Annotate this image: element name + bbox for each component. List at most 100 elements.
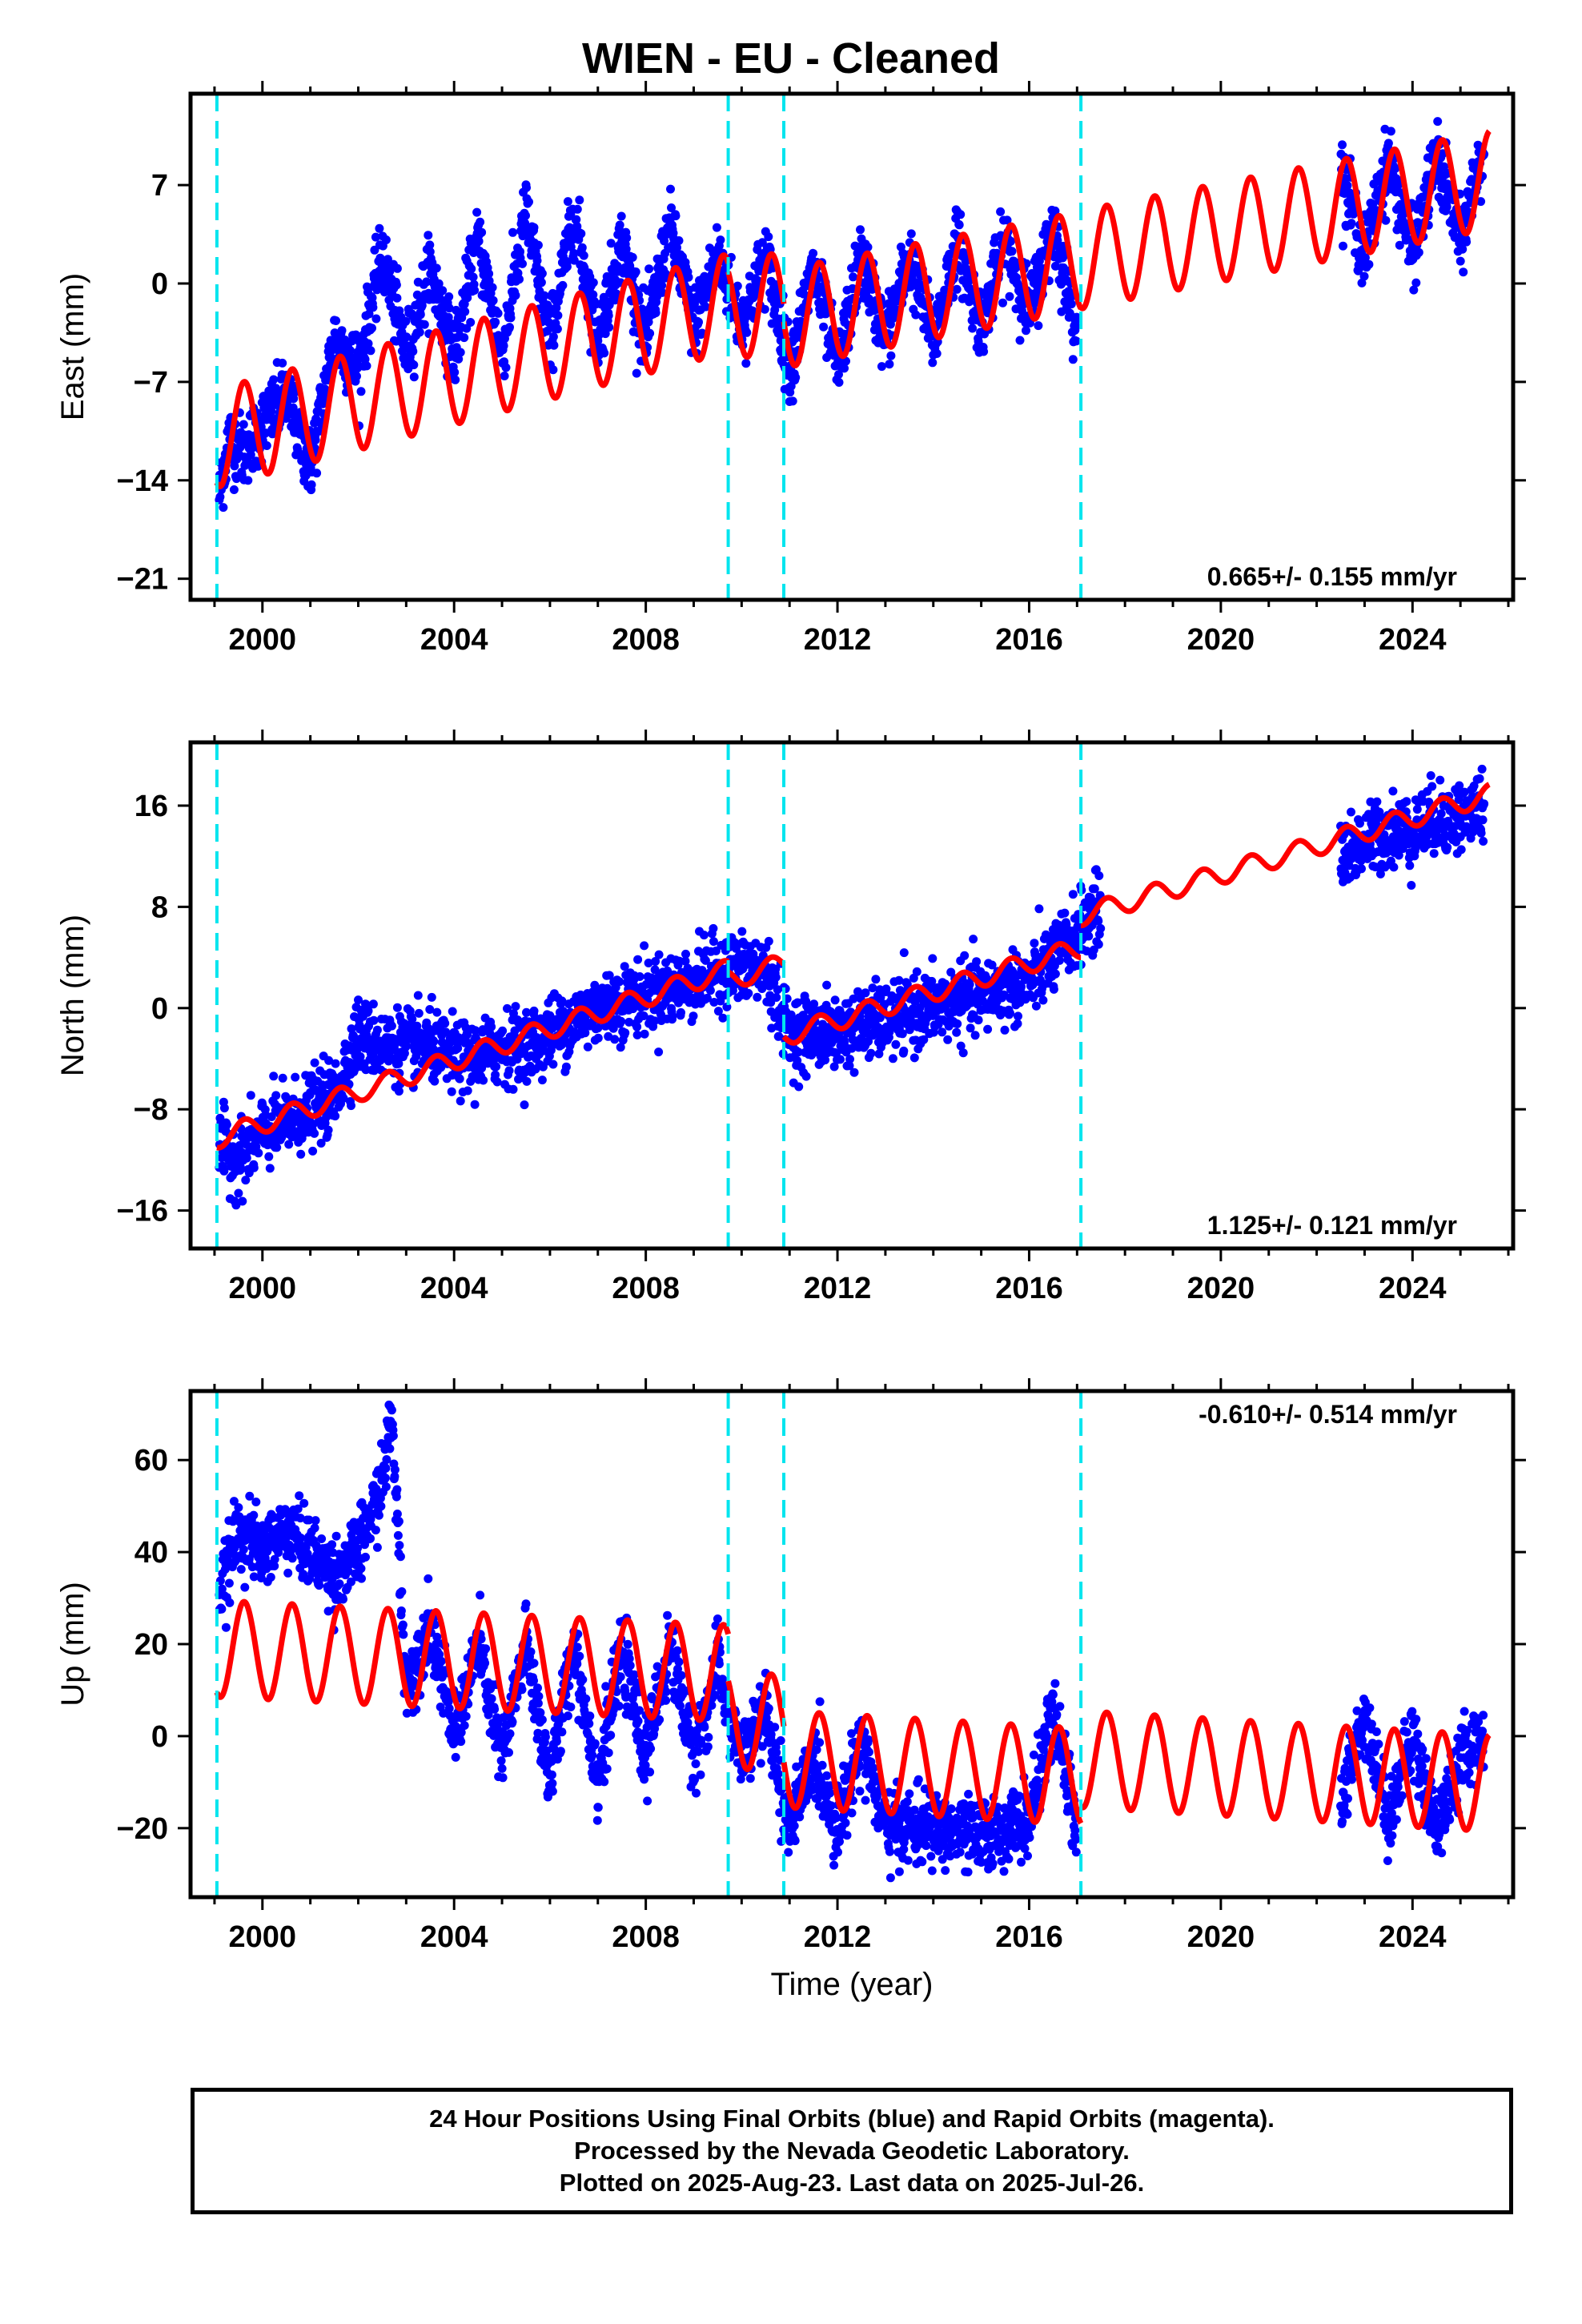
data-point bbox=[381, 235, 391, 244]
data-point bbox=[1357, 278, 1367, 287]
data-point bbox=[234, 1188, 243, 1198]
data-point bbox=[287, 409, 297, 419]
data-point bbox=[1411, 278, 1421, 287]
data-point bbox=[593, 1023, 603, 1033]
data-point bbox=[771, 972, 781, 982]
data-point bbox=[460, 333, 469, 343]
data-point bbox=[885, 360, 894, 369]
data-point bbox=[864, 294, 873, 304]
data-point bbox=[786, 1010, 796, 1019]
data-point bbox=[310, 1128, 319, 1138]
data-point bbox=[516, 247, 524, 256]
data-point bbox=[998, 298, 1007, 308]
data-point bbox=[640, 941, 649, 951]
data-point bbox=[899, 948, 909, 958]
data-point bbox=[1071, 336, 1081, 346]
data-point bbox=[352, 372, 361, 381]
data-point bbox=[1394, 850, 1403, 860]
data-point bbox=[1405, 861, 1415, 870]
data-point bbox=[265, 1164, 275, 1173]
data-point bbox=[415, 328, 424, 337]
data-point bbox=[616, 211, 626, 221]
data-point bbox=[753, 275, 762, 285]
data-point bbox=[1068, 355, 1078, 364]
data-point bbox=[229, 485, 239, 494]
data-point bbox=[1022, 326, 1030, 336]
data-point bbox=[488, 296, 498, 305]
data-point bbox=[1015, 336, 1025, 345]
data-point bbox=[1355, 263, 1364, 273]
data-point bbox=[536, 278, 546, 287]
data-point bbox=[456, 1096, 465, 1106]
data-point bbox=[954, 220, 964, 230]
data-point bbox=[346, 346, 355, 356]
data-point bbox=[1060, 908, 1070, 918]
data-point bbox=[364, 309, 374, 319]
data-point bbox=[254, 1148, 263, 1158]
data-point bbox=[684, 272, 693, 282]
data-point bbox=[529, 223, 539, 232]
data-point bbox=[788, 396, 797, 406]
data-point bbox=[561, 1062, 571, 1072]
data-point bbox=[537, 1076, 547, 1085]
data-point bbox=[677, 1007, 685, 1017]
data-point bbox=[467, 264, 476, 274]
data-point bbox=[416, 310, 425, 320]
data-point bbox=[849, 994, 858, 1003]
data-point bbox=[644, 959, 653, 967]
data-point bbox=[673, 243, 681, 252]
data-point bbox=[1072, 312, 1082, 322]
data-point bbox=[246, 1091, 255, 1100]
data-point bbox=[1407, 881, 1416, 890]
data-point bbox=[368, 303, 378, 312]
panel-east: 2000 2004 2008 2012 2016 2020 202470−7−14−21Ea… bbox=[55, 81, 1526, 657]
data-point bbox=[1034, 904, 1044, 914]
data-point bbox=[946, 967, 956, 977]
data-point bbox=[875, 1013, 885, 1023]
data-point bbox=[674, 236, 684, 245]
data-point bbox=[548, 332, 558, 341]
data-point bbox=[291, 1072, 300, 1082]
data-point bbox=[425, 247, 435, 256]
data-point bbox=[1347, 219, 1356, 228]
data-point bbox=[296, 1149, 306, 1159]
data-point bbox=[701, 955, 710, 965]
data-point bbox=[520, 218, 529, 227]
data-point bbox=[339, 1093, 348, 1103]
data-point bbox=[681, 949, 690, 959]
data-point bbox=[430, 1076, 440, 1086]
data-point bbox=[952, 284, 962, 294]
data-point bbox=[455, 1074, 464, 1084]
data-point bbox=[504, 1066, 514, 1076]
data-point bbox=[580, 1028, 590, 1038]
data-point bbox=[372, 1025, 382, 1035]
data-point bbox=[491, 1070, 500, 1080]
data-point bbox=[940, 285, 950, 295]
data-point bbox=[793, 1055, 802, 1065]
data-point bbox=[863, 243, 873, 252]
data-point bbox=[772, 993, 781, 1002]
data-point bbox=[1364, 259, 1374, 269]
data-point bbox=[1372, 797, 1382, 806]
data-point bbox=[576, 229, 586, 239]
data-point bbox=[702, 993, 712, 1003]
data-point bbox=[1360, 253, 1370, 263]
data-point bbox=[972, 957, 982, 967]
data-point bbox=[966, 284, 975, 293]
data-point bbox=[791, 372, 801, 382]
data-point bbox=[849, 1068, 859, 1077]
data-point bbox=[632, 1030, 642, 1039]
data-point bbox=[834, 378, 844, 387]
data-point bbox=[1347, 807, 1355, 817]
data-point bbox=[742, 328, 752, 337]
data-point bbox=[522, 1007, 531, 1017]
data-point bbox=[522, 1076, 532, 1086]
data-point bbox=[620, 962, 629, 971]
data-point bbox=[331, 316, 341, 325]
data-point bbox=[956, 1041, 966, 1051]
data-point bbox=[579, 251, 588, 260]
data-point bbox=[532, 256, 542, 265]
data-point bbox=[503, 1003, 512, 1013]
data-point bbox=[463, 293, 472, 303]
